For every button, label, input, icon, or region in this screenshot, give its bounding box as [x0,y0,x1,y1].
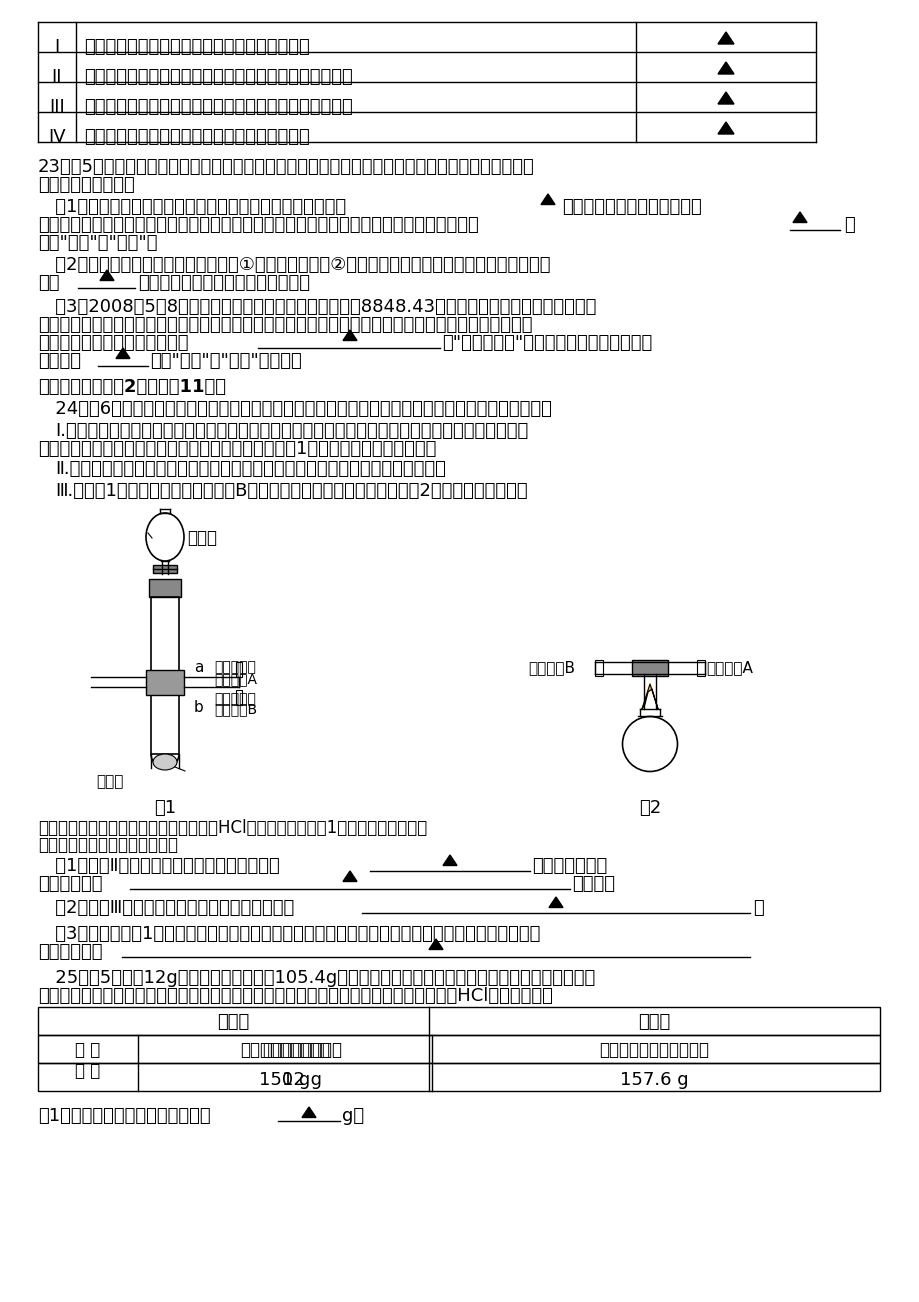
Text: 通过石油: 通过石油 [38,352,81,370]
Text: 25．（5分）取12g石灰石样品放入盛有105.4g稀盐酸溶液的烧杯中，恰好完全反应。有关实验数据如: 25．（5分）取12g石灰石样品放入盛有105.4g稀盐酸溶液的烧杯中，恰好完全… [38,969,595,987]
Bar [151,598,179,754]
Text: （3）若不改变图1的实验装置，还要验证二氧化碳气体具有不能燃烧、也不能支持燃烧的性质，需要: （3）若不改变图1的实验装置，还要验证二氧化碳气体具有不能燃烧、也不能支持燃烧的… [38,924,539,943]
Polygon shape [717,92,733,104]
Text: 作用；冬天常在汽车的水箱中: 作用；冬天常在汽车的水箱中 [562,198,701,216]
Text: a: a [194,660,203,674]
Text: 石蕊试纸A: 石蕊试纸A [214,672,256,686]
Text: 铁丝在空气中很难燃烧，而在氧气中能剧烈燃烧: 铁丝在空气中很难燃烧，而在氧气中能剧烈燃烧 [84,38,310,56]
Text: （1）常用洗洁精洗涤油污，因为洗洁精与油、水混合会产生: （1）常用洗洁精洗涤油污，因为洗洁精与油、水混合会产生 [38,198,346,216]
Text: 铝片在空气中很难燃烧，铝粉在空气中较易燃烧: 铝片在空气中很难燃烧，铝粉在空气中较易燃烧 [84,128,310,146]
Text: I: I [54,38,60,56]
Text: 157.6 g: 157.6 g [619,1072,687,1088]
Text: （填物质名称）的吸附作用而达到。: （填物质名称）的吸附作用而达到。 [138,273,310,292]
Text: II: II [51,68,62,86]
Text: ；: ； [752,898,763,917]
Text: 图2: 图2 [638,799,661,816]
Text: 湿润的蓝色: 湿润的蓝色 [214,660,255,674]
Polygon shape [717,33,733,44]
Polygon shape [116,348,130,358]
Text: （填"干馏"或"分馏"）获得。: （填"干馏"或"分馏"）获得。 [150,352,301,370]
Text: 稀盐酸: 稀盐酸 [187,529,217,547]
Text: 炬内的可燃物满足的燃烧条件是: 炬内的可燃物满足的燃烧条件是 [38,335,188,352]
Text: g。: g。 [342,1107,364,1125]
Polygon shape [343,871,357,881]
Text: Ⅲ.取下图1中的三通管，把贴有试纸B的那端放在酒精灯火焰上加热（如图2），观察实验现象。: Ⅲ.取下图1中的三通管，把贴有试纸B的那端放在酒精灯火焰上加热（如图2），观察实… [55,482,528,500]
Polygon shape [540,194,554,204]
Text: 石蕊试纸B: 石蕊试纸B [528,660,574,674]
Text: 补充的实验是: 补充的实验是 [38,943,102,961]
Bar [236,661,242,677]
Ellipse shape [622,716,676,772]
Text: 三、（本大题包括2小题，共11分）: 三、（本大题包括2小题，共11分） [38,378,226,396]
Text: IV: IV [48,128,66,146]
Text: 利用: 利用 [38,273,60,292]
Text: 12 g: 12 g [282,1072,322,1088]
Bar [236,690,242,704]
Text: 碳在常温下不与氧气发生反应，而在点燃时能与氧气反应: 碳在常温下不与氧气发生反应，而在点燃时能与氧气反应 [84,68,352,86]
Text: （1）反应中生成二氧化碳的质量为: （1）反应中生成二氧化碳的质量为 [38,1107,210,1125]
Text: 能出现的突发事件。: 能出现的突发事件。 [38,176,134,194]
Ellipse shape [146,513,184,561]
Text: 湿润的蓝色: 湿润的蓝色 [214,691,255,706]
Text: Ⅰ.取一个三通管（三个管口都未密封，与空气相通），在三通管的上部和下部各放一张湿润的蓝色石: Ⅰ.取一个三通管（三个管口都未密封，与空气相通），在三通管的上部和下部各放一张湿… [55,422,528,440]
Polygon shape [443,855,457,866]
Text: 24．（6分）某化学兴趣小组的同学设计了如下实验来验证二氧化碳气体的相关性质，实验步骤如下：: 24．（6分）某化学兴趣小组的同学设计了如下实验来验证二氧化碳气体的相关性质，实… [38,400,551,418]
Text: 23．（5分）学好化学能使我们更好地认识各种现象，更合理地解决实际问题，更轻松地应对生活中可: 23．（5分）学好化学能使我们更好地认识各种现象，更合理地解决实际问题，更轻松地… [38,158,534,176]
Text: 石灰石样品的质量: 石灰石样品的质量 [262,1042,342,1059]
Bar [595,660,602,676]
Bar [38,1062,879,1091]
Text: ；由此说明二氧: ；由此说明二氧 [531,857,607,875]
Bar [38,1006,879,1035]
Text: （2）水的感官性指标中有两个要求：①不得呈现异色；②不得有异嗅异味；要达到这两个要求，可以: （2）水的感官性指标中有两个要求：①不得呈现异色；②不得有异嗅异味；要达到这两个… [38,256,550,273]
Text: 反应前: 反应前 [217,1013,249,1031]
Polygon shape [792,212,806,223]
Text: 蕊试纸。然后将它与二氧化碳的发生装置连接。（如图1，整套装置的气密性良好）: 蕊试纸。然后将它与二氧化碳的发生装置连接。（如图1，整套装置的气密性良好） [38,440,436,458]
Text: 。"高原火种灯"使用的是航空煤油，它主要: 。"高原火种灯"使用的是航空煤油，它主要 [441,335,652,352]
Bar [38,1035,879,1062]
Text: （3）2008年5月8日，北京奥运会火炬、火种被送上海拔8848.43米的珠峰峰顶。采集奥林匹克圣火: （3）2008年5月8日，北京奥运会火炬、火种被送上海拔8848.43米的珠峰峰… [38,298,596,316]
Bar [146,671,184,695]
Text: 烧杯和稀盐酸的质量: 烧杯和稀盐酸的质量 [240,1042,330,1059]
Bar [697,660,704,676]
Text: b: b [194,700,203,715]
Text: 的性质。: 的性质。 [572,875,614,893]
Ellipse shape [153,754,176,769]
Text: 150 g: 150 g [259,1072,311,1088]
Polygon shape [549,897,562,907]
Text: 石蕊试纸B: 石蕊试纸B [214,702,256,716]
Polygon shape [641,684,657,710]
Bar [149,579,181,598]
Text: 图1: 图1 [153,799,176,816]
Polygon shape [343,329,357,341]
Polygon shape [301,1107,315,1117]
Text: 石蕊试纸A: 石蕊试纸A [705,660,752,674]
Bar [153,565,176,573]
Polygon shape [717,62,733,74]
Text: 双氧水在常温下较难分解，而在加入二氧化锰后迅速分解: 双氧水在常温下较难分解，而在加入二氧化锰后迅速分解 [84,98,352,116]
Text: 注：整个实验中不考虑反应过程中水分和HCl气体的挥发，且图1中产生的气流较缓慢: 注：整个实验中不考虑反应过程中水分和HCl气体的挥发，且图1中产生的气流较缓慢 [38,819,426,837]
Text: 。: 。 [843,216,854,234]
Text: 实 验
数 据: 实 验 数 据 [75,1042,100,1079]
Text: 石灰石: 石灰石 [96,773,123,789]
Text: 烧杯和其中混合物的质量: 烧杯和其中混合物的质量 [598,1042,709,1059]
Text: （填"升高"或"降低"）: （填"升高"或"降低"） [38,234,157,253]
Text: Ⅱ.打开分液漏斗的活塞，使石灰石与稀盐酸接触，观察到相关现象后，停止实验。: Ⅱ.打开分液漏斗的活塞，使石灰石与稀盐酸接触，观察到相关现象后，停止实验。 [55,460,446,478]
Text: （2）实验Ⅲ步骤中一定发生的化学反应方程式是: （2）实验Ⅲ步骤中一定发生的化学反应方程式是 [38,898,294,917]
Text: （1）实验Ⅱ步骤中三通管内产生的实验现象是: （1）实验Ⅱ步骤中三通管内产生的实验现象是 [38,857,279,875]
Polygon shape [428,939,443,949]
Bar [631,660,667,676]
Text: 反应后: 反应后 [637,1013,669,1031]
Text: 的唯一方式，是在奥林匹克的赫拉神庙前通过太阳光集中在凹面镜的中央，引燃圣火。此种点火方式让火: 的唯一方式，是在奥林匹克的赫拉神庙前通过太阳光集中在凹面镜的中央，引燃圣火。此种… [38,316,532,335]
Text: 加入少量乙二醇之类的化合物可以防止水箱中的水结冰，因为乙二醇溶于水后使溶液的凝固点: 加入少量乙二醇之类的化合物可以防止水箱中的水结冰，因为乙二醇溶于水后使溶液的凝固… [38,216,478,234]
Text: 根据上述实验，回答下列问题：: 根据上述实验，回答下列问题： [38,836,177,854]
Text: III: III [49,98,65,116]
Polygon shape [717,122,733,134]
Polygon shape [100,270,114,280]
Text: 化碳气体具有: 化碳气体具有 [38,875,102,893]
Text: 下表：（假设石灰石样品中杂质不与稀盐酸反应也不溶于水，且不考虑反应过程中水分和HCl气体的挥发）: 下表：（假设石灰石样品中杂质不与稀盐酸反应也不溶于水，且不考虑反应过程中水分和H… [38,987,552,1005]
